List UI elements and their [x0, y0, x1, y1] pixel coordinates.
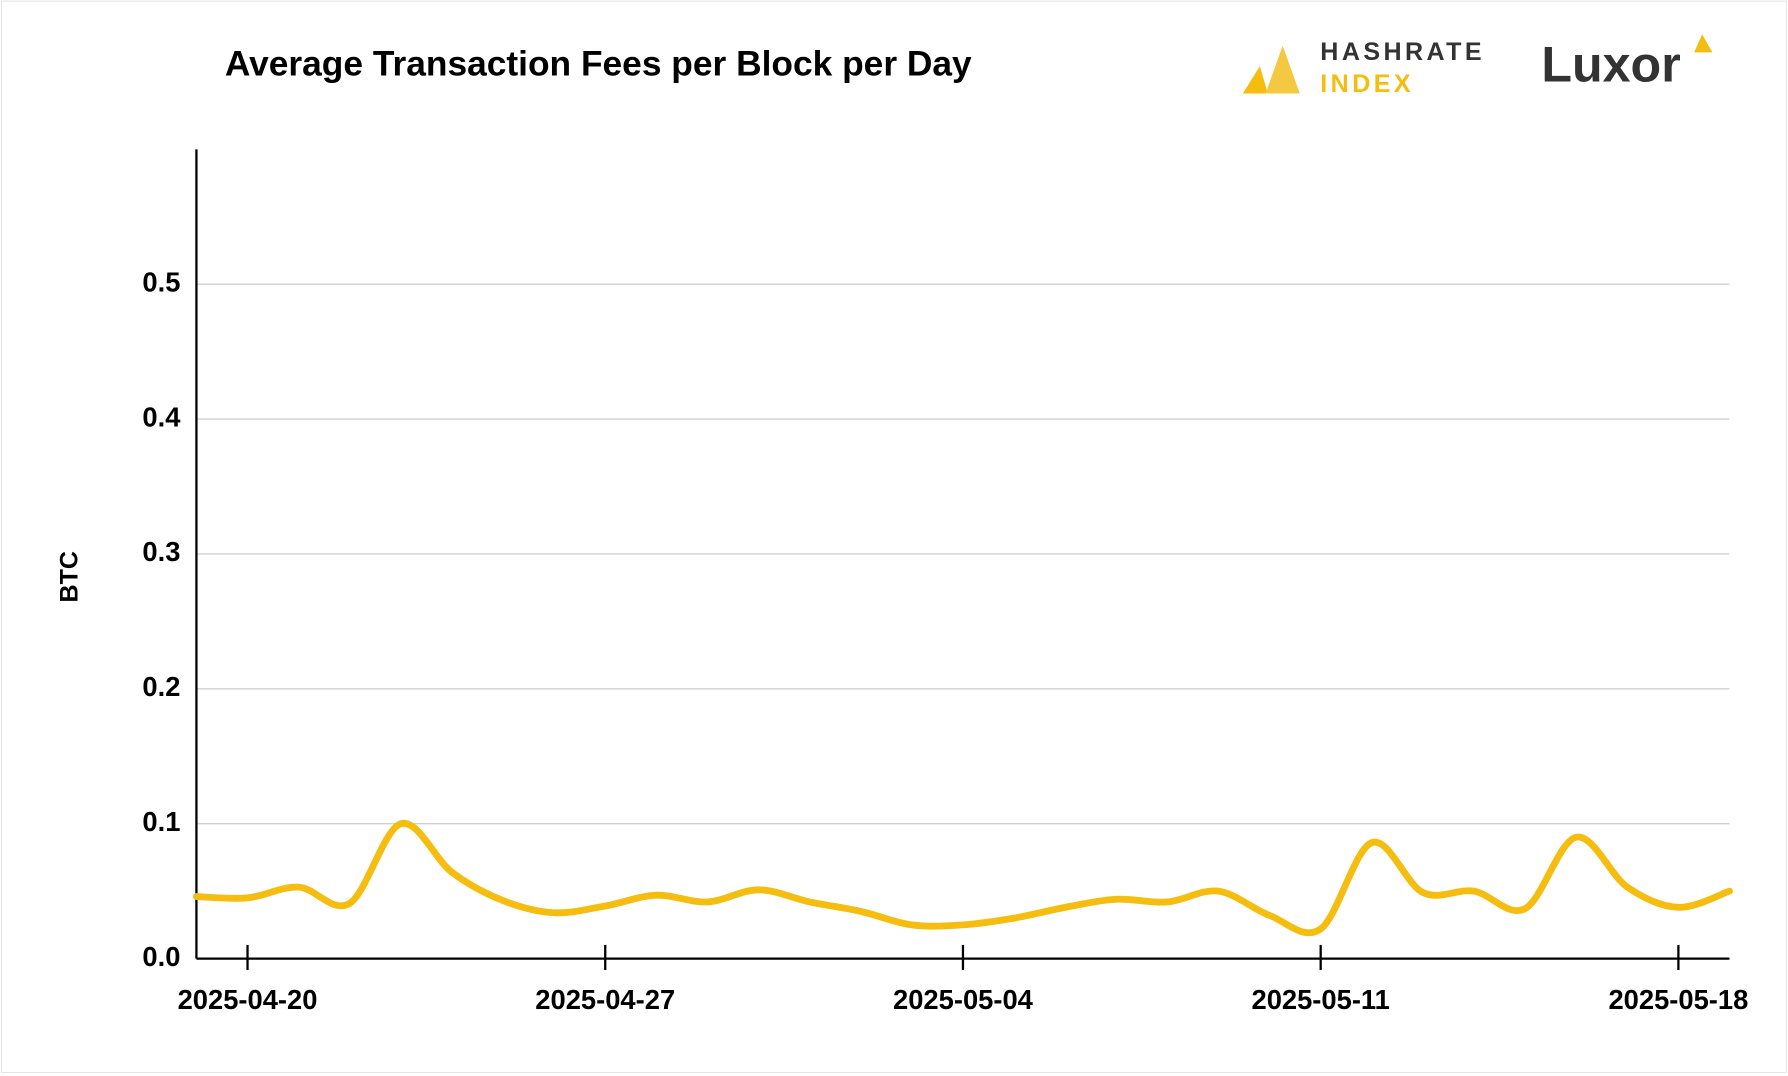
- y-tick-label: 0.4: [142, 401, 181, 432]
- y-axis-label: BTC: [56, 551, 84, 603]
- y-tick-label: 0.5: [142, 266, 180, 297]
- y-tick-label: 0.1: [142, 806, 180, 837]
- y-tick-label: 0.0: [142, 941, 180, 972]
- hashrate-logo: HASHRATE INDEX: [1242, 38, 1485, 98]
- logo-icon: [1265, 45, 1300, 94]
- logo-icon: [1694, 34, 1713, 53]
- line: [193, 820, 1733, 937]
- logo-text: HASHRATE: [1320, 38, 1485, 66]
- x-tick-label: 2025-05-04: [893, 984, 1034, 1015]
- logo-text: Luxor: [1541, 37, 1680, 93]
- x-tick-label: 2025-04-20: [178, 984, 318, 1015]
- luxor-logo: Luxor: [1541, 34, 1713, 93]
- logo-icon: [1242, 66, 1268, 94]
- y-tick-label: 0.3: [142, 536, 180, 567]
- logo-text: INDEX: [1320, 70, 1414, 98]
- chart-title: Average Transaction Fees per Block per D…: [225, 44, 972, 83]
- x-tick-label: 2025-05-18: [1608, 984, 1748, 1015]
- x-tick-label: 2025-05-11: [1251, 984, 1389, 1015]
- y-tick-label: 0.2: [142, 671, 180, 702]
- x-tick-label: 2025-04-27: [535, 984, 675, 1015]
